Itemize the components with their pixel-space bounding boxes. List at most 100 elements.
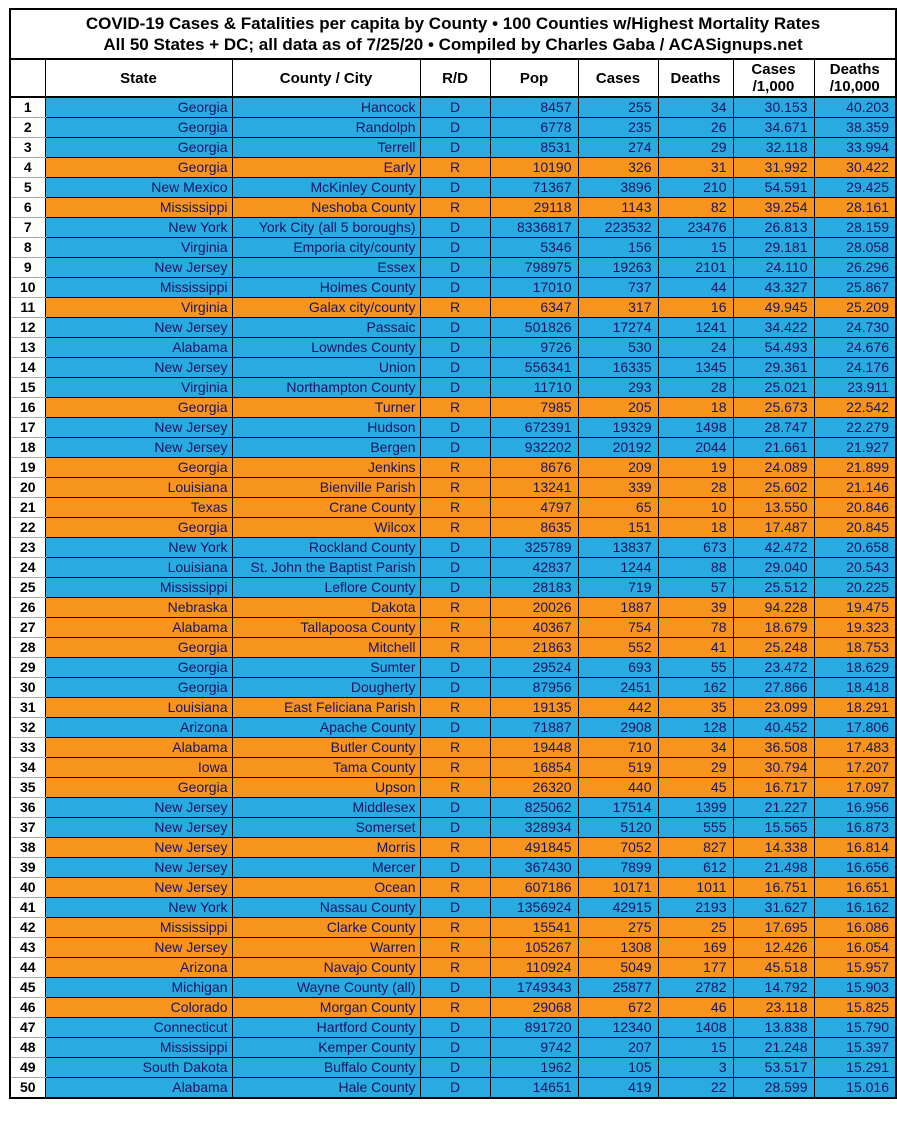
cell-county: Somerset (231, 817, 421, 838)
table-row: 1 Georgia Hancock D 8457 255 34 30.153 40.203 (9, 96, 897, 118)
cell-deaths: 177 (657, 957, 734, 978)
cell-county: Hartford County (231, 1017, 421, 1038)
column-header-pop: Pop (489, 58, 579, 98)
cell-deaths-per-10000: 16.656 (813, 857, 897, 878)
table-row: 35 Georgia Upson R 26320 440 45 16.717 17.097 (9, 777, 897, 798)
cell-state: New Jersey (44, 837, 233, 858)
cell-deaths: 10 (657, 497, 734, 518)
cell-pop: 8457 (489, 96, 579, 118)
cell-state: Mississippi (44, 197, 233, 218)
cell-party: D (419, 277, 491, 298)
cell-county: Dougherty (231, 677, 421, 698)
cell-deaths: 34 (657, 96, 734, 118)
cell-state: New Jersey (44, 937, 233, 958)
cell-pop: 19448 (489, 737, 579, 758)
cell-county: Morris (231, 837, 421, 858)
cell-county: Wayne County (all) (231, 977, 421, 998)
cell-county: Wilcox (231, 517, 421, 538)
cell-party: R (419, 757, 491, 778)
cell-cases-per-1000: 13.838 (732, 1017, 815, 1038)
cell-pop: 367430 (489, 857, 579, 878)
cell-state: Georgia (44, 457, 233, 478)
cell-deaths-per-10000: 25.209 (813, 297, 897, 318)
cell-pop: 1356924 (489, 897, 579, 918)
cell-party: D (419, 257, 491, 278)
cell-party: R (419, 197, 491, 218)
cell-cases-per-1000: 29.040 (732, 557, 815, 578)
cell-deaths-per-10000: 15.957 (813, 957, 897, 978)
cell-pop: 501826 (489, 317, 579, 338)
cell-cases-per-1000: 17.487 (732, 517, 815, 538)
cell-deaths: 26 (657, 117, 734, 138)
cell-cases-per-1000: 16.717 (732, 777, 815, 798)
table-row: 41 New York Nassau County D 1356924 42915 2193… (9, 897, 897, 918)
cell-cases-per-1000: 17.695 (732, 917, 815, 938)
cell-deaths: 78 (657, 617, 734, 638)
cell-cases: 13837 (577, 537, 659, 558)
cell-party: D (419, 137, 491, 158)
cell-pop: 891720 (489, 1017, 579, 1038)
cell-deaths-per-10000: 19.323 (813, 617, 897, 638)
cell-cases: 20192 (577, 437, 659, 458)
cell-rank: 24 (9, 557, 46, 578)
cell-deaths-per-10000: 16.873 (813, 817, 897, 838)
cell-deaths: 15 (657, 1037, 734, 1058)
cell-cases: 5049 (577, 957, 659, 978)
cell-rank: 49 (9, 1057, 46, 1078)
cell-pop: 29118 (489, 197, 579, 218)
table-row: 3 Georgia Terrell D 8531 274 29 32.118 33.994 (9, 137, 897, 158)
cell-state: Alabama (44, 1077, 233, 1099)
table-row: 12 New Jersey Passaic D 501826 17274 1241 34.42… (9, 317, 897, 338)
cell-pop: 8531 (489, 137, 579, 158)
cell-cases: 5120 (577, 817, 659, 838)
cell-cases-per-1000: 31.992 (732, 157, 815, 178)
cell-cases-per-1000: 43.327 (732, 277, 815, 298)
table-row: 46 Colorado Morgan County R 29068 672 46 23.118… (9, 997, 897, 1018)
cell-cases-per-1000: 30.794 (732, 757, 815, 778)
cell-cases: 719 (577, 577, 659, 598)
cell-party: R (419, 637, 491, 658)
cell-party: R (419, 737, 491, 758)
cell-cases: 209 (577, 457, 659, 478)
cell-county: Morgan County (231, 997, 421, 1018)
cell-county: McKinley County (231, 177, 421, 198)
cell-rank: 6 (9, 197, 46, 218)
cell-cases: 151 (577, 517, 659, 538)
table-title-block: COVID-19 Cases & Fatalities per capita b… (9, 8, 897, 60)
cell-county: Union (231, 357, 421, 378)
cell-party: R (419, 497, 491, 518)
cell-rank: 40 (9, 877, 46, 898)
cell-rank: 37 (9, 817, 46, 838)
cell-rank: 1 (9, 96, 46, 118)
cell-pop: 8676 (489, 457, 579, 478)
cell-rank: 23 (9, 537, 46, 558)
cell-cases: 442 (577, 697, 659, 718)
cell-rank: 30 (9, 677, 46, 698)
cell-state: Virginia (44, 297, 233, 318)
cell-deaths-per-10000: 22.279 (813, 417, 897, 438)
spreadsheet-area: COVID-19 Cases & Fatalities per capita b… (9, 8, 897, 1099)
cell-rank: 45 (9, 977, 46, 998)
cell-party: D (419, 657, 491, 678)
cell-cases: 223532 (577, 217, 659, 238)
cell-cases-per-1000: 26.813 (732, 217, 815, 238)
cell-rank: 21 (9, 497, 46, 518)
cell-party: D (419, 977, 491, 998)
cell-pop: 26320 (489, 777, 579, 798)
cell-deaths: 41 (657, 637, 734, 658)
table-row: 28 Georgia Mitchell R 21863 552 41 25.248 18.753 (9, 637, 897, 658)
cell-state: Georgia (44, 657, 233, 678)
cell-cases-per-1000: 12.426 (732, 937, 815, 958)
cell-pop: 607186 (489, 877, 579, 898)
cell-state: Mississippi (44, 577, 233, 598)
cell-rank: 35 (9, 777, 46, 798)
cell-pop: 6778 (489, 117, 579, 138)
cell-deaths-per-10000: 24.676 (813, 337, 897, 358)
cell-rank: 10 (9, 277, 46, 298)
cell-deaths: 45 (657, 777, 734, 798)
cell-deaths-per-10000: 18.753 (813, 637, 897, 658)
cell-cases: 737 (577, 277, 659, 298)
cell-state: Georgia (44, 137, 233, 158)
cell-party: D (419, 177, 491, 198)
cell-cases: 19263 (577, 257, 659, 278)
